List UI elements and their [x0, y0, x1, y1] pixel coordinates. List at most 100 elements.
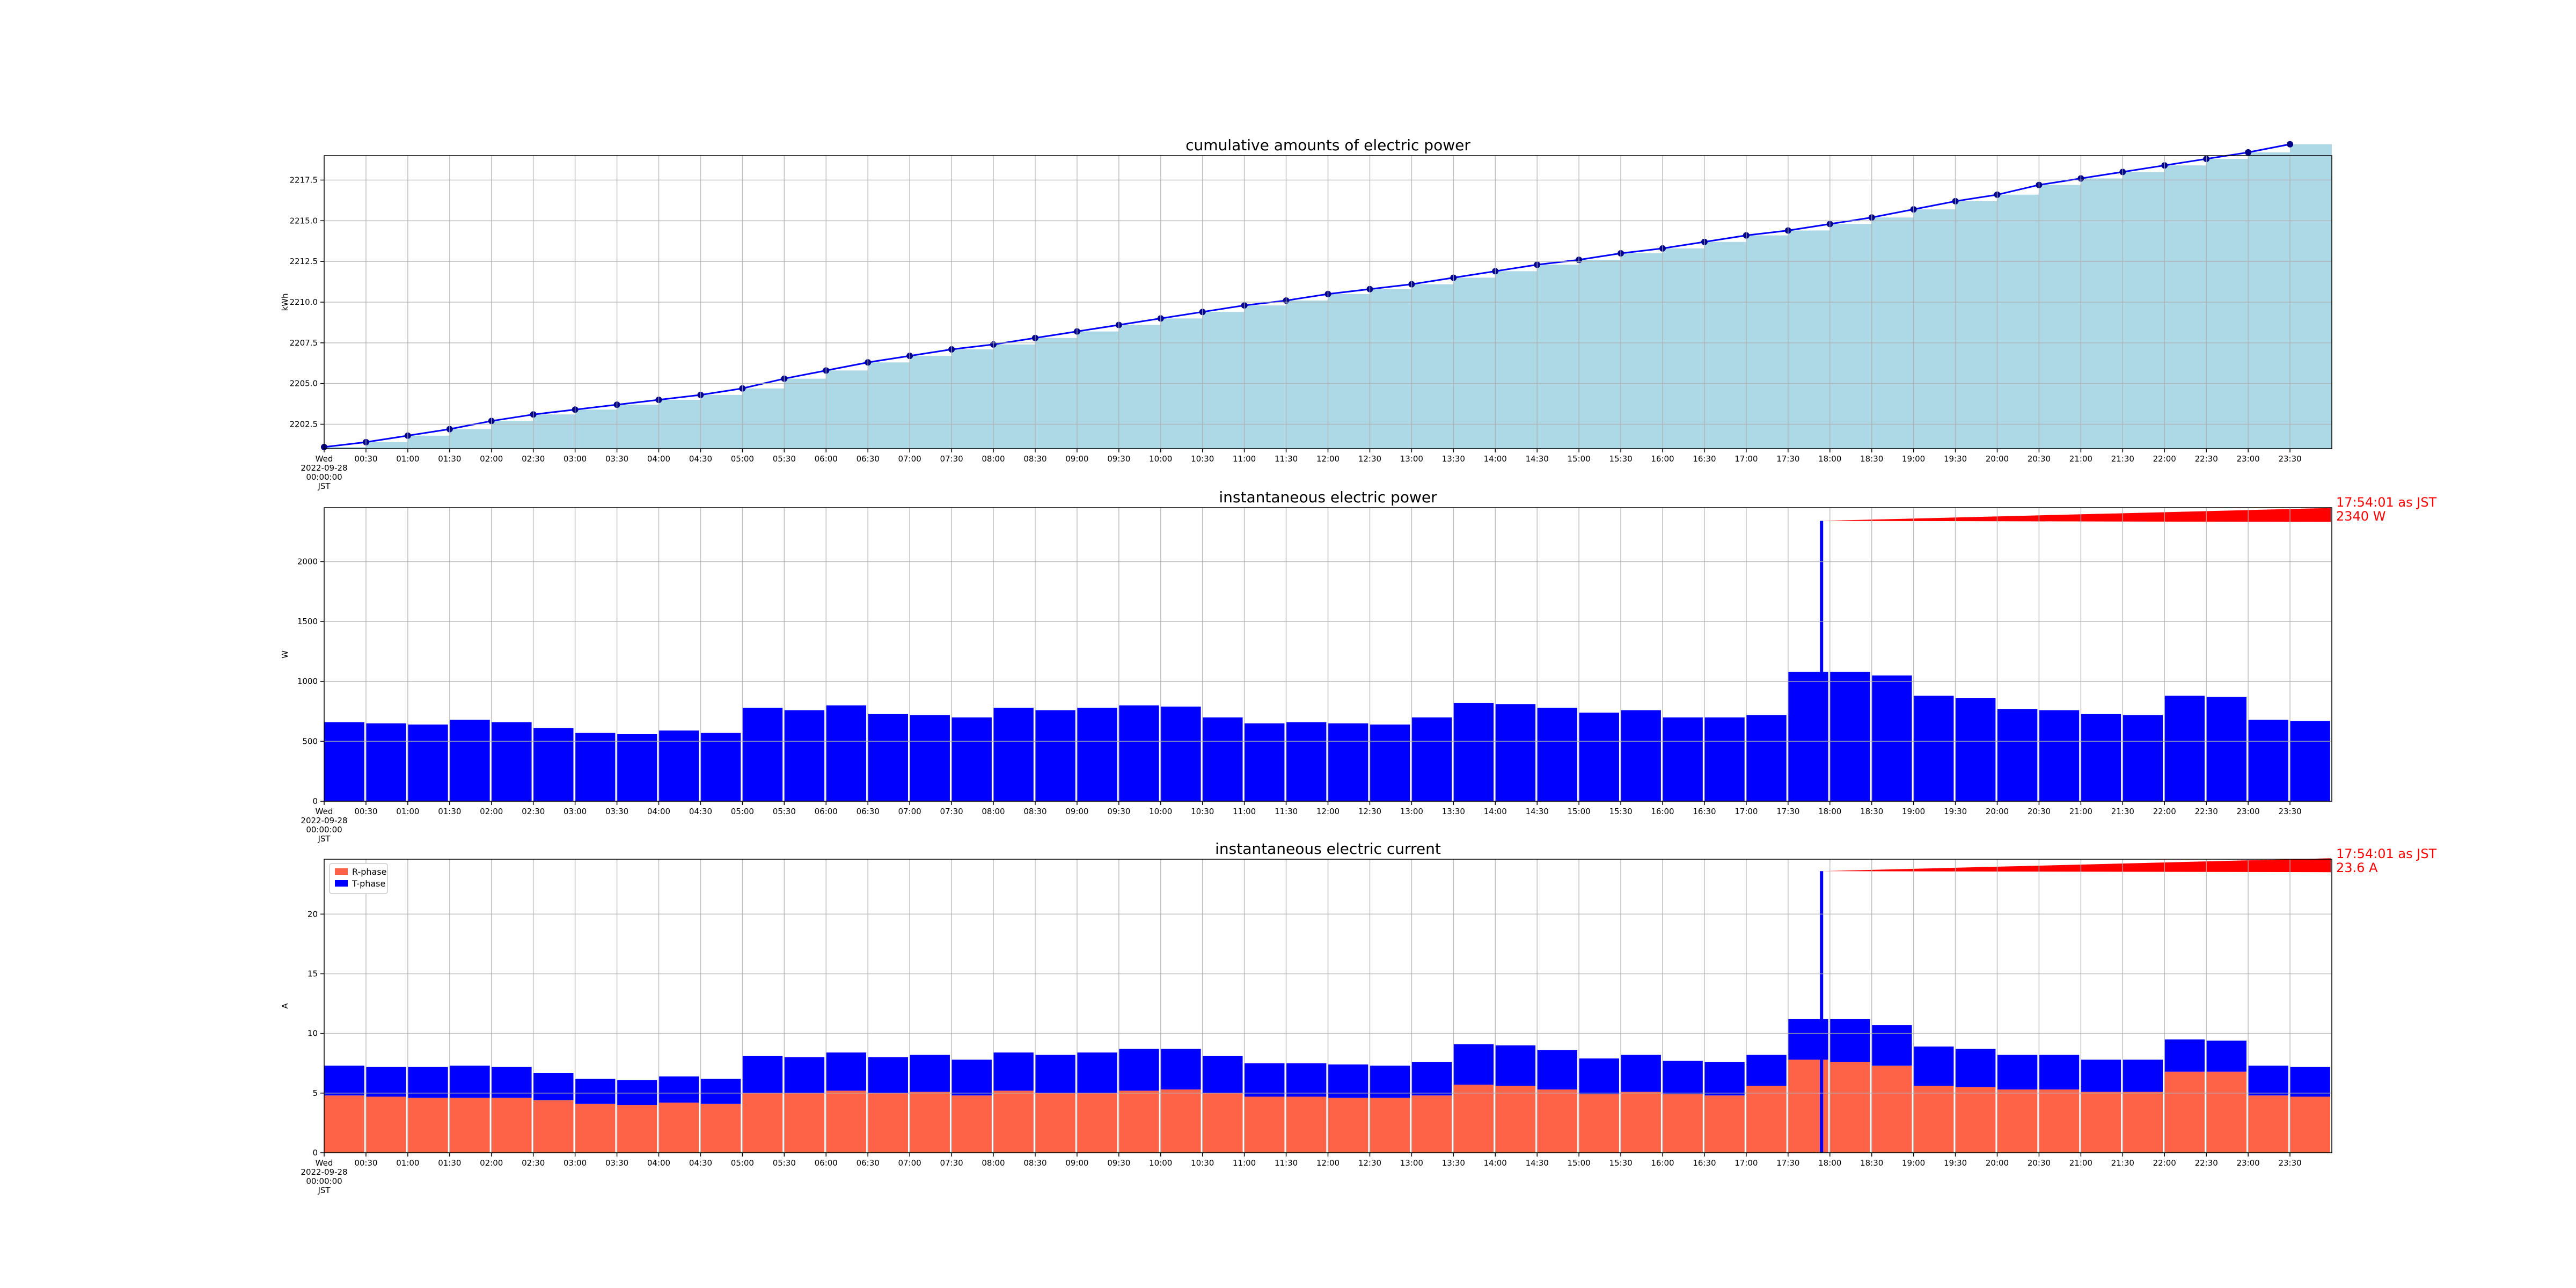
bar: [1829, 671, 1870, 801]
x-tick-label: 17:00: [1735, 1158, 1758, 1168]
bar: [1118, 1091, 1159, 1153]
bar: [1871, 1065, 1912, 1153]
data-point: [2287, 141, 2294, 148]
bar: [1453, 1044, 1494, 1085]
x-tick-label: 13:00: [1400, 1158, 1423, 1168]
bar: [868, 1093, 909, 1153]
x-tick-label: 16:30: [1693, 454, 1716, 464]
plot-frame: [324, 859, 2332, 1153]
bar: [1955, 1087, 1996, 1153]
bar: [1077, 1052, 1117, 1093]
x-tick-label: 19:30: [1944, 807, 1967, 816]
bar: [742, 1056, 783, 1093]
bar: [910, 715, 950, 801]
x-start-label: 2022-09-28: [301, 1167, 347, 1177]
x-tick-label: 14:00: [1484, 1158, 1507, 1168]
x-tick-label: 21:30: [2111, 807, 2134, 816]
bar: [1829, 1062, 1870, 1153]
bar: [324, 1095, 364, 1153]
bar: [1621, 1055, 1661, 1092]
x-tick-label: 19:00: [1902, 807, 1925, 816]
x-start-label: 2022-09-28: [301, 463, 347, 473]
bar: [2206, 697, 2247, 801]
chart-panel-2: instantaneous electric current A 17:54:01 …: [280, 840, 2437, 1195]
bar: [1746, 1055, 1787, 1086]
bar: [1495, 1086, 1536, 1153]
bar: [1913, 696, 1954, 801]
bar: [617, 1105, 657, 1153]
x-tick-label: 18:00: [1818, 1158, 1841, 1168]
x-tick-label: 04:30: [689, 807, 712, 816]
x-start-label: Wed: [316, 807, 333, 816]
bar: [700, 733, 741, 801]
x-start-label: 2022-09-28: [301, 816, 347, 825]
chart-panel-0: cumulative amounts of electric power kWh 0…: [280, 136, 2332, 491]
x-tick-label: 16:00: [1651, 454, 1674, 464]
bar: [2081, 714, 2121, 801]
bar: [1202, 717, 1243, 801]
bar: [2248, 720, 2288, 801]
x-tick-label: 21:30: [2111, 1158, 2134, 1168]
cumulative-line: [324, 143, 2290, 448]
x-tick-label: 19:00: [1902, 1158, 1925, 1168]
x-tick-label: 17:30: [1776, 454, 1799, 464]
bar: [1495, 704, 1536, 801]
bar: [952, 1059, 992, 1096]
x-tick-label: 03:30: [605, 1158, 628, 1168]
bar: [533, 1100, 574, 1153]
bar: [365, 1066, 406, 1097]
bar: [2123, 1059, 2163, 1092]
bar: [2290, 721, 2330, 801]
x-tick-label: 22:00: [2153, 807, 2176, 816]
x-tick-label: 00:30: [354, 807, 377, 816]
bar: [1663, 717, 1703, 801]
x-tick-label: 06:00: [815, 807, 838, 816]
x-tick-label: 09:00: [1065, 1158, 1088, 1168]
x-tick-label: 16:30: [1693, 807, 1716, 816]
x-tick-label: 10:30: [1191, 1158, 1214, 1168]
bar: [1077, 707, 1117, 801]
x-tick-label: 07:30: [940, 807, 963, 816]
bar: [658, 1076, 699, 1103]
y-tick-label: 1000: [297, 677, 318, 686]
x-start-label: JST: [317, 834, 331, 844]
bar: [617, 734, 657, 801]
bar: [1579, 712, 1619, 801]
bar: [2039, 710, 2080, 801]
bar: [2164, 1039, 2205, 1072]
bar: [1160, 1089, 1201, 1153]
x-tick-label: 03:30: [605, 454, 628, 464]
bar: [2123, 1092, 2163, 1153]
bar: [1160, 1049, 1201, 1090]
bar: [1286, 1096, 1327, 1153]
bar: [826, 705, 867, 801]
x-tick-label: 11:00: [1233, 454, 1256, 464]
x-tick-label: 17:30: [1776, 1158, 1799, 1168]
y-axis-label: W: [280, 650, 290, 658]
bar: [2290, 1066, 2330, 1097]
x-tick-label: 20:00: [1986, 1158, 2009, 1168]
x-tick-label: 16:30: [1693, 1158, 1716, 1168]
x-tick-label: 08:00: [982, 454, 1005, 464]
y-tick-label: 2210.0: [290, 297, 318, 307]
bar: [1035, 1093, 1075, 1153]
x-tick-label: 20:30: [2028, 807, 2051, 816]
bar: [784, 710, 825, 801]
bar: [658, 1102, 699, 1153]
chart-title: cumulative amounts of electric power: [1185, 136, 1470, 154]
x-tick-label: 10:00: [1149, 1158, 1172, 1168]
data-marks: [324, 871, 2330, 1153]
bar: [910, 1092, 950, 1153]
x-tick-label: 22:30: [2195, 1158, 2218, 1168]
x-tick-label: 15:00: [1568, 454, 1591, 464]
x-tick-label: 15:30: [1609, 807, 1632, 816]
x-tick-label: 06:00: [815, 1158, 838, 1168]
x-tick-label: 21:00: [2069, 807, 2092, 816]
bar: [1411, 717, 1452, 801]
y-tick-label: 2217.5: [290, 175, 318, 185]
data-marks: [321, 141, 2332, 450]
x-start-label: 00:00:00: [306, 472, 342, 482]
x-start-label: JST: [317, 1185, 331, 1195]
x-tick-label: 15:00: [1568, 1158, 1591, 1168]
bar: [1244, 1096, 1285, 1153]
